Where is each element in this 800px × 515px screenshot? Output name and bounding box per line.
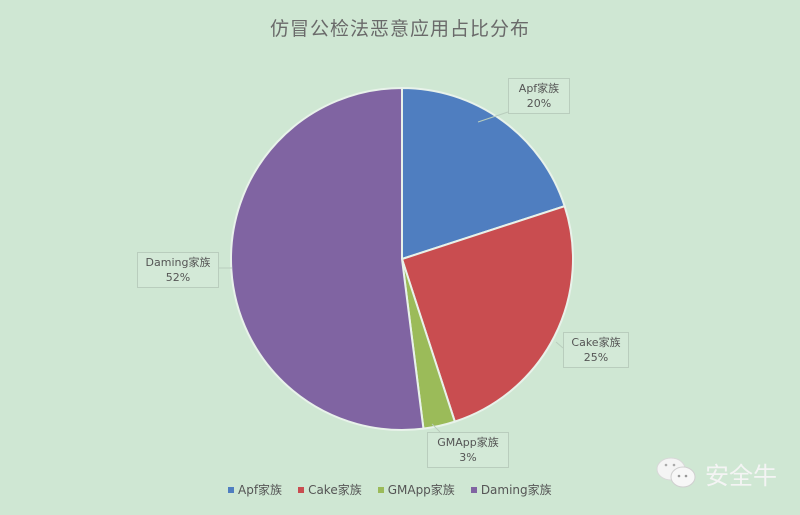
data-label-value: 20% (526, 97, 552, 110)
legend-item-cake: Cake家族 (298, 481, 362, 498)
data-label-value: 25% (583, 351, 609, 364)
legend: Apf家族 Cake家族 GMApp家族 Daming家族 (228, 481, 552, 498)
watermark: 安全牛 (655, 455, 777, 491)
pie-slice-apf (401, 86, 566, 261)
leader-line-apf (477, 111, 509, 123)
legend-swatch (228, 486, 234, 493)
legend-label: Daming家族 (480, 483, 552, 497)
legend-swatch (298, 486, 305, 493)
data-label-apf: Apf家族 20% (508, 78, 570, 114)
legend-item-apf: Apf家族 (228, 481, 282, 498)
legend-label: GMApp家族 (387, 483, 455, 497)
pie-slice-daming (230, 86, 425, 431)
leader-line-cake (555, 341, 564, 349)
legend-label: Apf家族 (238, 483, 283, 497)
legend-item-gmapp: GMApp家族 (377, 481, 455, 498)
data-label-name: Apf家族 (518, 82, 560, 95)
legend-swatch (470, 486, 477, 493)
chart-title: 仿冒公检法恶意应用占比分布 (269, 18, 530, 40)
data-label-daming: Daming家族 52% (137, 252, 219, 288)
legend-label: Cake家族 (308, 483, 362, 497)
data-label-value: 3% (459, 451, 477, 464)
legend-item-daming: Daming家族 (470, 481, 552, 498)
data-label-name: Daming家族 (145, 256, 211, 269)
legend-swatch (377, 486, 384, 493)
data-label-name: GMApp家族 (437, 436, 499, 449)
data-label-value: 52% (165, 271, 191, 284)
data-label-name: Cake家族 (571, 336, 621, 349)
data-label-cake: Cake家族 25% (563, 332, 629, 368)
pie-slice-cake (400, 204, 574, 423)
data-label-gmapp: GMApp家族 3% (427, 432, 509, 468)
leader-line-gmapp (431, 423, 441, 433)
wechat-icon (656, 457, 696, 488)
watermark-text: 安全牛 (705, 461, 777, 490)
